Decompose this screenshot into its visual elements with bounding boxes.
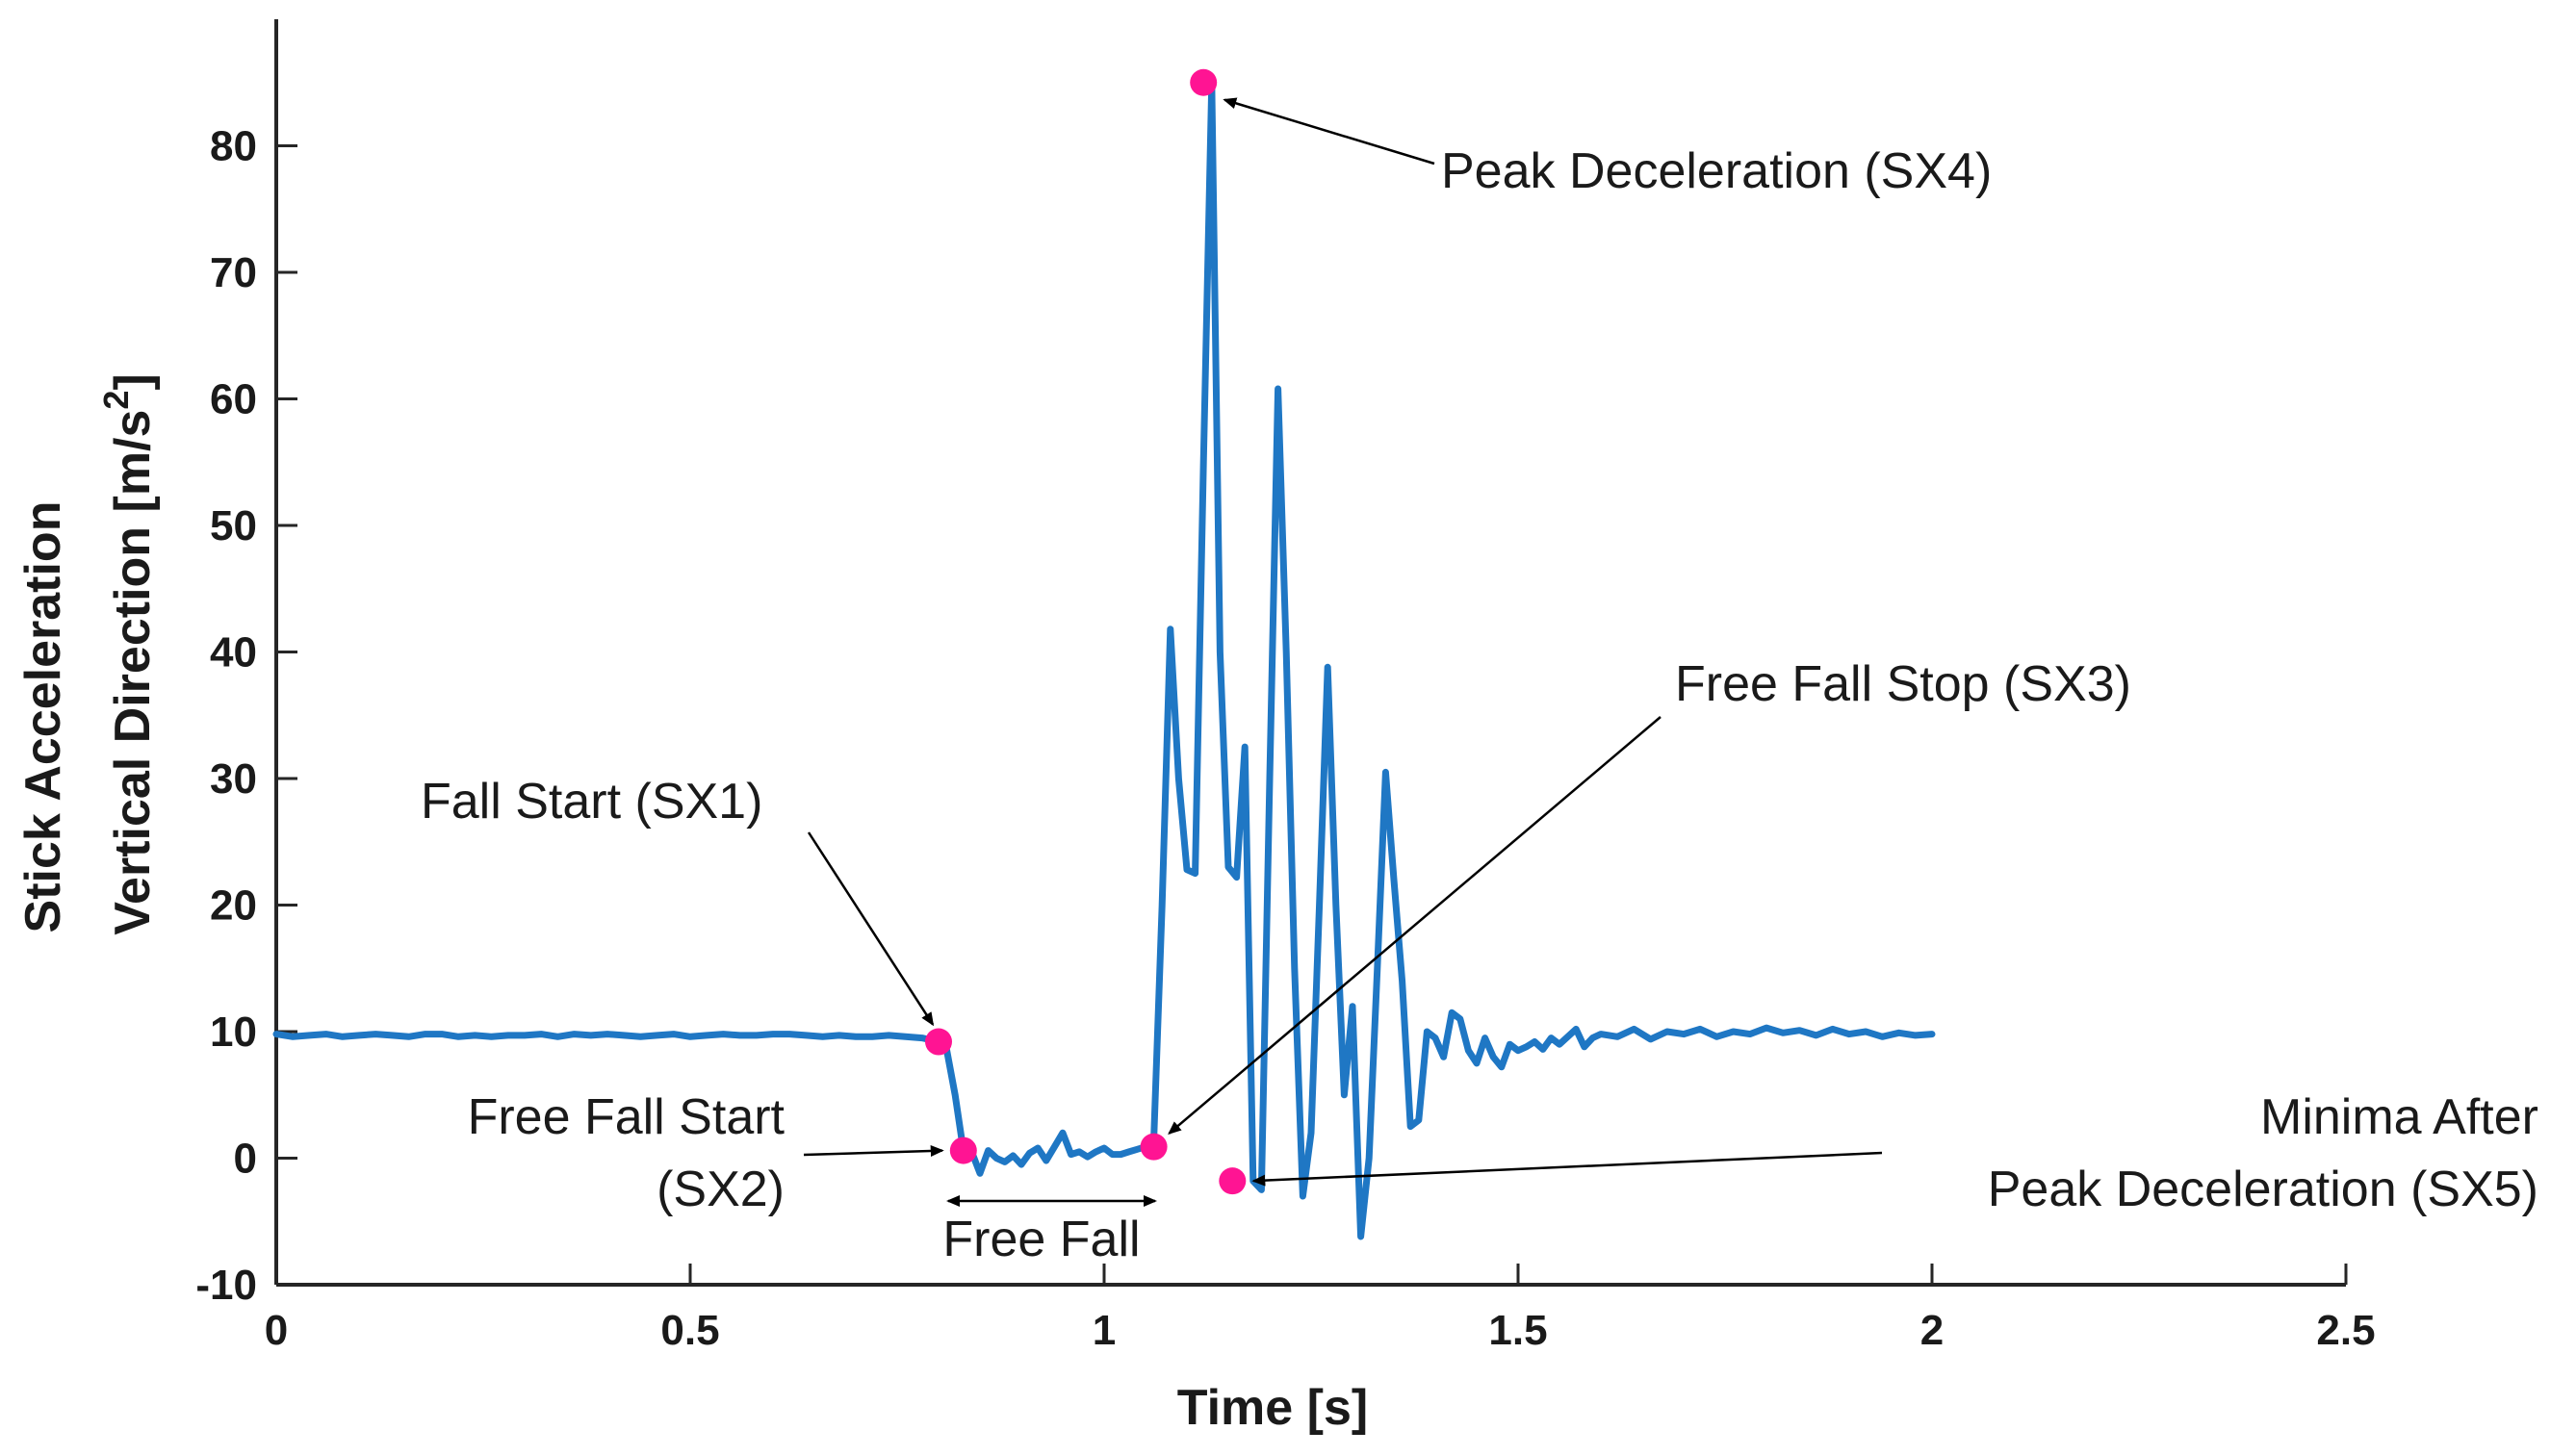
y-tick-label: 50: [210, 502, 257, 549]
y-tick-label: 40: [210, 629, 257, 677]
arrow-minima-after: [1251, 1151, 1883, 1187]
label-peak-deceleration: Peak Deceleration (SX4): [1441, 143, 1992, 199]
label-minima-after-line1: Minima After: [2260, 1089, 2538, 1145]
arrow-free-fall-start: [803, 1144, 944, 1157]
label-minima-after-line2: Peak Deceleration (SX5): [1988, 1162, 2538, 1217]
x-tick-label: 1: [1093, 1307, 1116, 1354]
arrow-fall-start: [807, 831, 935, 1027]
point-sx3: [1140, 1133, 1168, 1161]
series-line-acceleration: [272, 79, 1936, 1240]
y-tick-label: 0: [234, 1136, 257, 1183]
points-layer: [925, 68, 1247, 1195]
y-tick-label: 80: [210, 123, 257, 170]
series-layer: [272, 79, 1936, 1240]
arrow-free-fall-stop: [1168, 716, 1661, 1135]
y-axis-title-line1: Stick Acceleration: [15, 501, 71, 933]
y-tick-label: -10: [195, 1262, 257, 1309]
x-tick-label: 0: [265, 1307, 288, 1354]
x-tick-label: 2: [1920, 1307, 1944, 1354]
label-free-fall-stop: Free Fall Stop (SX3): [1675, 656, 2131, 712]
x-axis-title: Time [s]: [1177, 1380, 1368, 1436]
y-tick-label: 30: [210, 755, 257, 803]
y-tick-label: 20: [210, 882, 257, 930]
x-tick-label: 0.5: [660, 1307, 719, 1354]
point-sx5: [1219, 1167, 1247, 1195]
label-free-fall: Free Fall: [942, 1212, 1140, 1267]
y-tick-label: 70: [210, 249, 257, 296]
point-sx1: [925, 1028, 952, 1056]
point-sx2: [949, 1137, 977, 1164]
x-tick-label: 2.5: [2316, 1307, 2375, 1354]
y-tick-label: 60: [210, 376, 257, 423]
y-axis-title-line2: Vertical Direction [m/s2]: [96, 373, 161, 935]
annotations-layer: Fall Start (SX1) Free Fall Start (SX2) Free…: [421, 97, 2538, 1267]
arrow-peak-deceleration: [1223, 97, 1435, 166]
label-fall-start: Fall Start (SX1): [421, 774, 762, 830]
x-tick-label: 1.5: [1488, 1307, 1547, 1354]
point-sx4: [1190, 68, 1218, 96]
label-free-fall-start-line1: Free Fall Start: [468, 1089, 786, 1145]
y-tick-label: 10: [210, 1009, 257, 1056]
label-free-fall-start-line2: (SX2): [657, 1162, 785, 1217]
